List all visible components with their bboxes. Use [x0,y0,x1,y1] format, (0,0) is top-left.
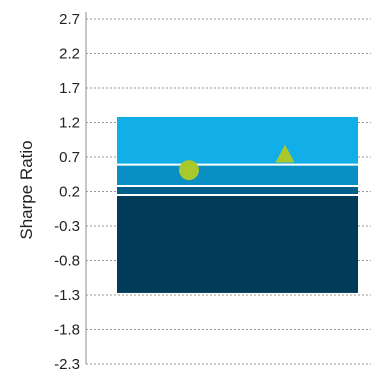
triangle-marker [275,144,295,163]
range-band [117,164,358,186]
y-tick-labels: 2.7 2.2 1.7 1.2 0.7 0.2 -0.3 -0.8 -1.3 -1.8 -2.3 [54,11,80,373]
y-tick-label: -1.3 [54,287,80,304]
y-tick-label: 0.7 [59,149,80,166]
range-band [117,116,358,165]
y-tick-label: 1.7 [59,80,80,97]
range-band [117,194,358,293]
markers [179,144,295,181]
y-tick-label: 2.7 [59,11,80,28]
y-tick-label: -0.8 [54,253,80,270]
y-axis-title: Sharpe Ratio [17,140,36,239]
y-tick-label: 1.2 [59,115,80,132]
y-tick-label: 2.2 [59,46,80,63]
range-bands [117,116,358,293]
y-tick-label: -0.3 [54,218,80,235]
range-band [117,185,358,195]
y-tick-label: -1.8 [54,322,80,339]
circle-marker [179,160,199,181]
y-tick-label: 0.2 [59,184,80,201]
y-tick-label: -2.3 [54,356,80,373]
